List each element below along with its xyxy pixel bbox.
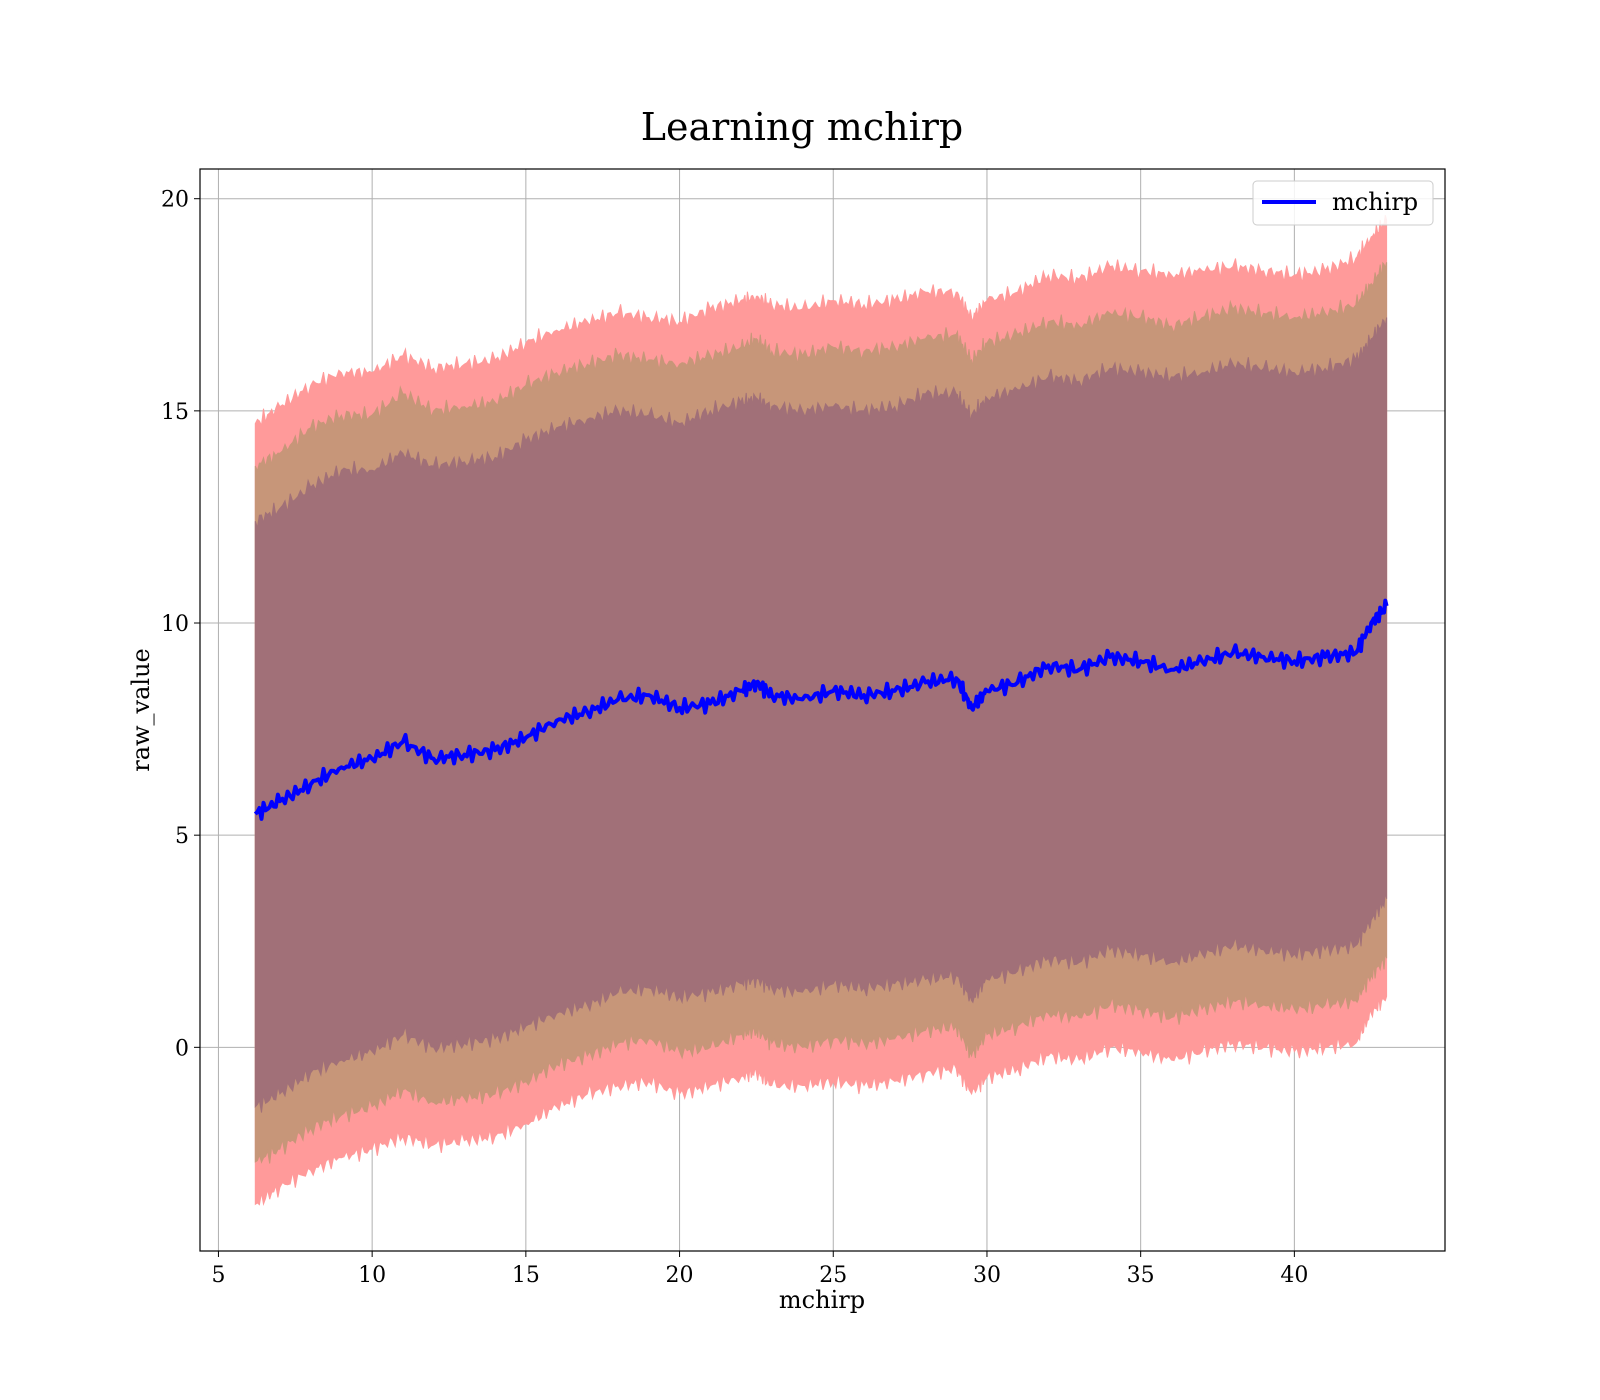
y-axis-ticks: 0 5 10 15 20 [161, 188, 200, 1061]
x-tick-label: 15 [512, 1263, 540, 1288]
series-lines [253, 598, 1389, 821]
y-tick-label: 5 [175, 824, 189, 849]
chart-title: Learning mchirp [641, 105, 963, 149]
band-inner [254, 317, 1388, 1113]
x-tick-label: 40 [1280, 1263, 1308, 1288]
y-axis-label: raw_value [127, 648, 155, 772]
x-tick-label: 25 [819, 1263, 847, 1288]
legend-box [1252, 180, 1434, 226]
x-tick-label: 30 [973, 1263, 1001, 1288]
legend-label: mchirp [1332, 188, 1418, 216]
y-tick-label: 0 [175, 1036, 189, 1061]
bands [254, 214, 1388, 1207]
y-tick-label: 10 [161, 612, 189, 637]
y-tick-label: 20 [161, 188, 189, 213]
plot-frame [199, 168, 1446, 1252]
x-axis-ticks: 5 10 15 20 25 30 35 40 [211, 1251, 1308, 1288]
legend: mchirp [1252, 180, 1434, 226]
series-line-mchirp [253, 598, 1389, 821]
x-tick-label: 5 [211, 1263, 225, 1288]
x-tick-label: 35 [1127, 1263, 1155, 1288]
y-tick-label: 15 [161, 400, 189, 425]
x-axis-label: mchirp [779, 1286, 865, 1314]
x-tick-label: 20 [666, 1263, 694, 1288]
x-tick-label: 10 [358, 1263, 386, 1288]
